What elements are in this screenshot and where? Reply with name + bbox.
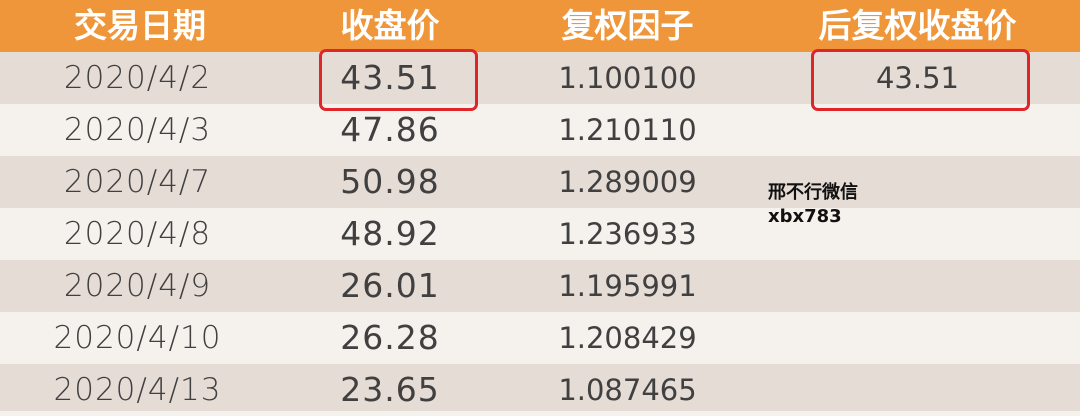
close-cell: 48.92 [340,214,440,253]
table-row: 2020/4/7 50.98 1.289009 [0,156,1080,208]
adjusted-close-cell [800,104,1035,156]
date-cell: 2020/4/7 [63,164,212,200]
close-cell: 26.28 [340,318,440,357]
close-cell: 26.01 [340,266,440,305]
factor-cell: 1.087465 [558,373,697,407]
table-row: 2020/4/8 48.92 1.236933 [0,208,1080,260]
table-header: 交易日期 收盘价 复权因子 后复权收盘价 [0,0,1080,52]
close-cell: 23.65 [340,370,440,409]
factor-cell: 1.289009 [558,165,697,199]
adjusted-close-cell [800,260,1035,312]
watermark-id: xbx783 [768,206,842,227]
factor-cell: 1.236933 [558,217,697,251]
close-cell: 47.86 [340,110,440,149]
adjusted-close-cell [800,364,1035,416]
highlight-box-close [319,49,478,111]
factor-cell: 1.195991 [558,269,697,303]
factor-cell: 1.210110 [558,113,697,147]
date-cell: 2020/4/3 [63,112,212,148]
table-row: 2020/4/9 26.01 1.195991 [0,260,1080,312]
header-adjust-factor: 复权因子 [561,6,694,45]
close-cell: 43.51 [340,58,440,97]
factor-cell: 1.100100 [558,61,697,95]
header-trade-date: 交易日期 [74,6,206,45]
adjusted-close-cell: 43.51 [875,61,960,95]
table-row: 2020/4/10 26.28 1.208429 [0,312,1080,364]
date-cell: 2020/4/2 [63,60,212,96]
date-cell: 2020/4/8 [63,216,212,252]
adjusted-close-cell [800,312,1035,364]
table-row: 2020/4/2 43.51 1.100100 43.51 [0,52,1080,104]
date-cell: 2020/4/9 [63,268,212,304]
header-adjusted-close: 后复权收盘价 [818,6,1017,45]
watermark-wechat: 邢不行微信 [768,182,858,203]
highlight-box-adjusted [811,49,1030,111]
table-row: 2020/4/13 23.65 1.087465 [0,364,1080,411]
header-close-price: 收盘价 [340,6,440,45]
date-cell: 2020/4/13 [53,372,222,408]
close-cell: 50.98 [340,162,440,201]
table-row: 2020/4/3 47.86 1.210110 [0,104,1080,156]
date-cell: 2020/4/10 [53,320,222,356]
factor-cell: 1.208429 [558,321,697,355]
